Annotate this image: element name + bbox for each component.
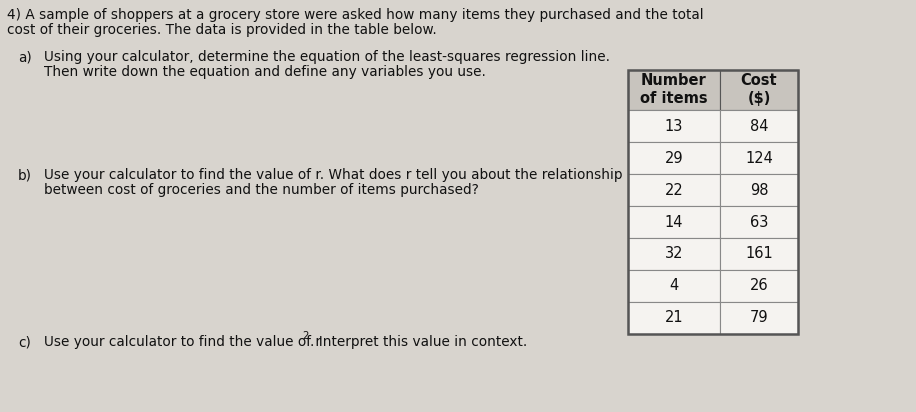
Text: 98: 98 [750,183,769,197]
Bar [720,142,798,174]
Text: 2: 2 [302,331,309,341]
Text: of items: of items [640,91,708,106]
Bar [628,110,720,142]
Text: 14: 14 [665,215,683,229]
Text: c): c) [18,335,31,349]
Text: 79: 79 [749,311,769,325]
Text: between cost of groceries and the number of items purchased?: between cost of groceries and the number… [44,183,479,197]
Text: Use your calculator to find the value of r: Use your calculator to find the value of… [44,335,321,349]
Bar [628,142,720,174]
Text: Then write down the equation and define any variables you use.: Then write down the equation and define … [44,65,485,79]
Bar [720,270,798,302]
Text: 13: 13 [665,119,683,133]
Text: . Interpret this value in context.: . Interpret this value in context. [310,335,528,349]
Bar [720,110,798,142]
Text: 29: 29 [665,150,683,166]
Bar [720,238,798,270]
Text: 161: 161 [745,246,773,262]
Text: 4: 4 [670,279,679,293]
Bar [628,238,720,270]
Text: 84: 84 [750,119,769,133]
Bar [628,206,720,238]
Text: Cost: Cost [741,73,778,87]
Text: 4) A sample of shoppers at a grocery store were asked how many items they purcha: 4) A sample of shoppers at a grocery sto… [7,8,703,22]
Bar [628,270,720,302]
Text: Number: Number [641,73,707,87]
Text: 124: 124 [745,150,773,166]
Bar [628,70,720,110]
Text: ($): ($) [747,91,770,106]
Bar [720,174,798,206]
Bar [628,302,720,334]
Text: 63: 63 [750,215,769,229]
Bar [720,70,798,110]
Text: 26: 26 [749,279,769,293]
Bar [720,206,798,238]
Text: Using your calculator, determine the equation of the least-squares regression li: Using your calculator, determine the equ… [44,50,610,64]
Bar [628,174,720,206]
Text: a): a) [18,50,32,64]
Text: b): b) [18,168,32,182]
Bar [720,302,798,334]
Text: Use your calculator to find the value of r. What does r tell you about the relat: Use your calculator to find the value of… [44,168,623,182]
Text: cost of their groceries. The data is provided in the table below.: cost of their groceries. The data is pro… [7,23,437,37]
Text: 22: 22 [665,183,683,197]
Text: 32: 32 [665,246,683,262]
Bar [628,70,798,334]
Text: 21: 21 [665,311,683,325]
